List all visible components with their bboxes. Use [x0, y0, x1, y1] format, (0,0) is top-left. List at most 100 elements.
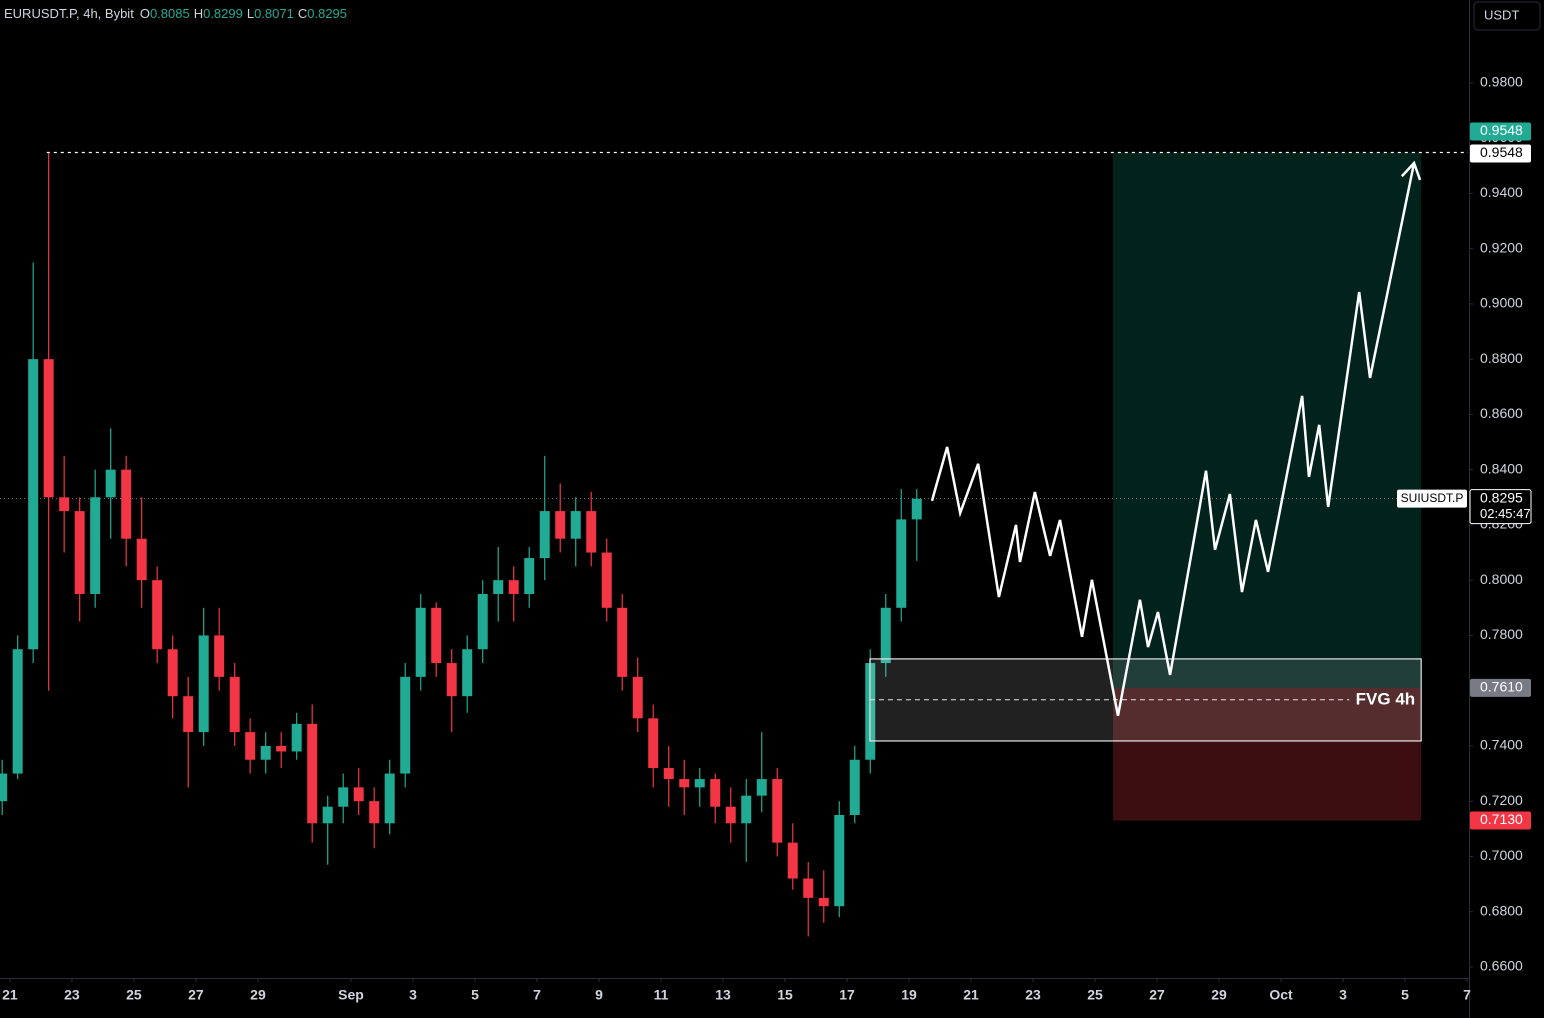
candle-body — [400, 676, 411, 774]
stop-price-box — [1470, 811, 1531, 830]
candle-body — [787, 842, 798, 879]
y-tick-label: 0.9800 — [1480, 74, 1523, 90]
y-tick-label: 0.7400 — [1480, 737, 1523, 753]
x-tick-label: 3 — [1339, 987, 1347, 1003]
candle-body — [415, 607, 426, 677]
entry-price: 0.7610 — [1480, 679, 1523, 695]
candle-body — [880, 607, 891, 664]
candle-body — [322, 806, 333, 824]
candle-body — [896, 519, 907, 608]
projection-path — [930, 162, 1416, 717]
candle-body — [214, 635, 225, 677]
symbol-tag-box — [1397, 489, 1467, 508]
candle-body — [679, 779, 690, 788]
candle-body — [0, 773, 8, 802]
candle-body — [369, 801, 380, 824]
y-tick-label: 0.8000 — [1480, 571, 1523, 587]
x-tick-label: 25 — [126, 987, 142, 1003]
loss-zone — [1113, 687, 1422, 821]
projection-arrowhead — [1400, 160, 1422, 181]
y-tick-label: 0.6600 — [1480, 958, 1523, 974]
candle-body — [74, 511, 85, 594]
currency-button[interactable] — [1473, 1, 1541, 31]
current-price: 0.8295 — [1480, 489, 1523, 505]
candle-body — [849, 759, 860, 815]
candle-body — [570, 511, 581, 539]
zones — [0, 152, 1468, 821]
countdown: 02:45:47 — [1480, 506, 1531, 521]
y-tick-label: 0.9200 — [1480, 239, 1523, 255]
candle-body — [167, 649, 178, 697]
x-tick-label: 5 — [1401, 987, 1409, 1003]
target-price-box — [1470, 122, 1531, 141]
candle-body — [59, 497, 70, 512]
candle-body — [90, 497, 101, 594]
ohlc-key: H — [194, 6, 203, 21]
candle-body — [493, 580, 504, 594]
candle-body — [834, 815, 845, 907]
y-tick-label: 0.7000 — [1480, 847, 1523, 863]
high-line-price: 0.9548 — [1480, 144, 1523, 160]
candle-body — [136, 538, 147, 581]
candle-body — [446, 663, 457, 697]
candle-body — [911, 498, 922, 520]
x-tick-label: 13 — [715, 987, 731, 1003]
y-tick-label: 0.9400 — [1480, 184, 1523, 200]
x-tick-label: 5 — [471, 987, 479, 1003]
candle-body — [338, 787, 349, 807]
target-price: 0.9548 — [1480, 122, 1523, 138]
x-tick-label: 3 — [409, 987, 417, 1003]
candle-body — [260, 745, 271, 760]
header: EURUSDT.P, 4h, Bybit O0.8085 H0.8299 L0.807… — [4, 6, 347, 21]
fvg-label: FVG 4h — [1356, 689, 1416, 708]
x-tick-label: 17 — [839, 987, 855, 1003]
candle-body — [710, 779, 721, 807]
candle-body — [756, 779, 767, 796]
candle-body — [431, 607, 442, 664]
candle-body — [539, 511, 550, 559]
candle-body — [772, 779, 783, 843]
candles — [0, 151, 922, 937]
candle-body — [601, 552, 612, 608]
y-tick-label: 0.6800 — [1480, 902, 1523, 918]
candle-body — [384, 773, 395, 824]
x-tick-label: 27 — [1149, 987, 1165, 1003]
x-tick-label: 21 — [2, 987, 18, 1003]
x-tick-label: 29 — [1211, 987, 1227, 1003]
current-price-box — [1469, 489, 1532, 525]
y-tick-label: 0.8800 — [1480, 350, 1523, 366]
x-tick-label: Oct — [1269, 987, 1293, 1003]
ohlc-value: 0.8299 — [203, 6, 243, 21]
high-line-price-box — [1470, 144, 1531, 163]
candle-body — [183, 696, 194, 733]
overlays: FVG 4h — [46, 151, 1468, 742]
candle-body — [648, 718, 659, 769]
currency[interactable]: USDT — [1484, 7, 1519, 22]
x-tick-label: 29 — [250, 987, 266, 1003]
candle-body — [508, 580, 519, 594]
candle-body — [291, 723, 302, 752]
candle-body — [229, 676, 240, 733]
axes: 0.66000.68000.70000.72000.74000.76000.78… — [2, 74, 1532, 1003]
candle-body — [663, 768, 674, 780]
ohlc-value: 0.8295 — [307, 6, 347, 21]
candle-body — [462, 649, 473, 697]
candle-body — [105, 469, 116, 498]
candle-body — [28, 359, 39, 650]
y-tick-label: 0.7800 — [1480, 626, 1523, 642]
candle-body — [152, 580, 163, 650]
x-tick-label: 9 — [595, 987, 603, 1003]
candle-body — [353, 787, 364, 802]
candle-body — [43, 359, 54, 498]
ohlc-key: L — [247, 6, 254, 21]
x-tick-label: 25 — [1087, 987, 1103, 1003]
candle-body — [694, 779, 705, 788]
x-tick-label: 19 — [901, 987, 917, 1003]
stop-price: 0.7130 — [1480, 811, 1523, 827]
x-tick-label: Sep — [338, 987, 364, 1003]
y-tick-label: 0.8400 — [1480, 460, 1523, 476]
candle-body — [524, 558, 535, 594]
x-tick-label: 21 — [963, 987, 979, 1003]
